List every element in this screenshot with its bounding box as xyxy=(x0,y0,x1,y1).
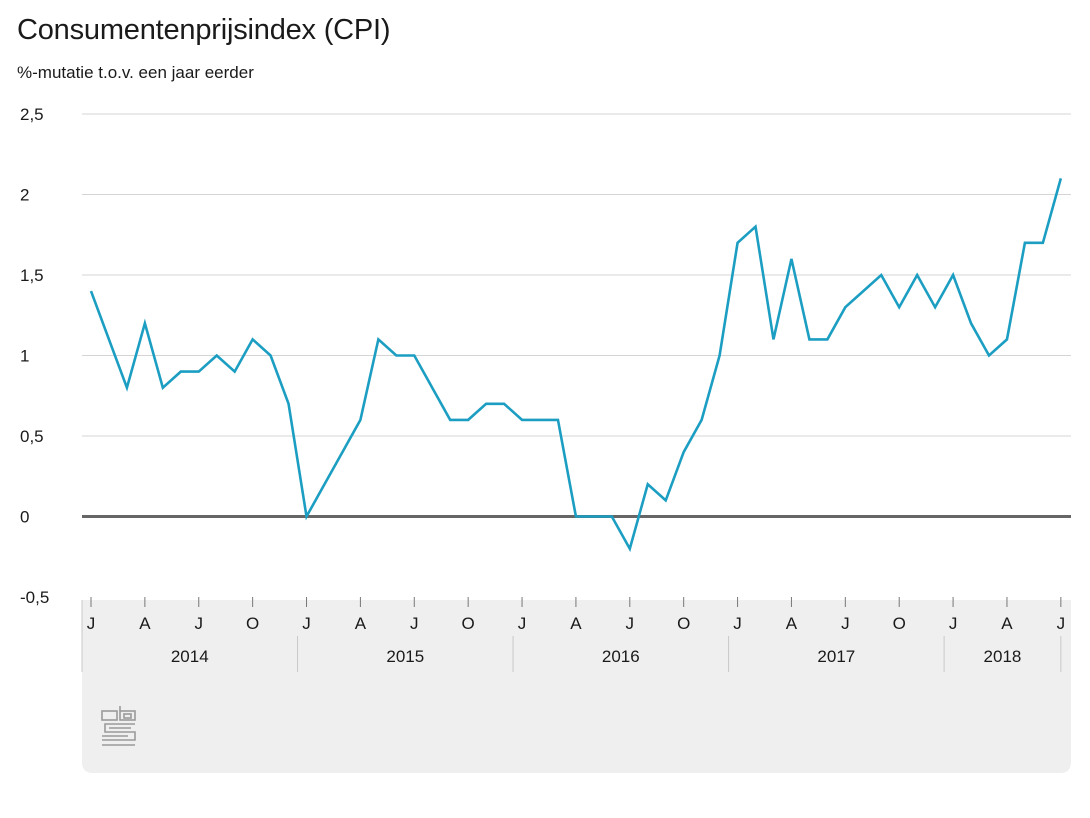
data-point xyxy=(467,419,470,422)
y-tick-label: 1 xyxy=(20,347,29,366)
data-point xyxy=(197,370,200,373)
data-point xyxy=(682,451,685,454)
month-tick-label: J xyxy=(87,614,96,633)
data-point xyxy=(161,386,164,389)
data-point xyxy=(862,290,865,293)
data-point xyxy=(431,386,434,389)
year-label: 2017 xyxy=(817,647,855,666)
data-point xyxy=(251,338,254,341)
data-point xyxy=(646,483,649,486)
data-point xyxy=(449,419,452,422)
month-tick-label: J xyxy=(841,614,850,633)
data-point xyxy=(377,338,380,341)
chart-title: Consumentenprijsindex (CPI) xyxy=(17,14,391,46)
data-point xyxy=(233,370,236,373)
month-tick-label: J xyxy=(1057,614,1066,633)
y-tick-label: 0 xyxy=(20,508,29,527)
data-point xyxy=(628,547,631,550)
data-point xyxy=(341,451,344,454)
month-tick-label: J xyxy=(626,614,635,633)
month-tick-label: O xyxy=(893,614,906,633)
data-point xyxy=(736,241,739,244)
data-point xyxy=(844,306,847,309)
year-label: 2016 xyxy=(602,647,640,666)
series-line-cpi xyxy=(89,178,1063,553)
data-point xyxy=(754,225,757,228)
data-point xyxy=(215,354,218,357)
data-point xyxy=(988,354,991,357)
data-point xyxy=(521,419,524,422)
data-point xyxy=(916,274,919,277)
data-point xyxy=(610,515,613,518)
y-tick-label: 2,5 xyxy=(20,105,44,124)
data-point xyxy=(90,290,93,293)
data-point xyxy=(934,306,937,309)
data-point xyxy=(143,322,146,325)
y-tick-label: -0,5 xyxy=(20,588,49,607)
month-tick-label: A xyxy=(1001,614,1013,633)
data-point xyxy=(287,402,290,405)
year-label: 2014 xyxy=(171,647,209,666)
data-point xyxy=(880,274,883,277)
cbs-logo-icon xyxy=(101,706,136,746)
data-point xyxy=(826,338,829,341)
data-point xyxy=(126,386,129,389)
data-point xyxy=(808,338,811,341)
month-tick-label: J xyxy=(195,614,204,633)
month-tick-label: J xyxy=(949,614,958,633)
chart-subtitle: %-mutatie t.o.v. een jaar eerder xyxy=(17,63,254,82)
data-point xyxy=(395,354,398,357)
data-point xyxy=(305,515,308,518)
data-point xyxy=(790,258,793,261)
data-point xyxy=(700,419,703,422)
data-point xyxy=(1041,241,1044,244)
data-point xyxy=(323,483,326,486)
data-point xyxy=(718,354,721,357)
data-point xyxy=(485,402,488,405)
data-point xyxy=(575,515,578,518)
data-point xyxy=(952,274,955,277)
month-tick-label: O xyxy=(246,614,259,633)
month-tick-label: J xyxy=(733,614,742,633)
month-tick-label: O xyxy=(462,614,475,633)
data-point xyxy=(413,354,416,357)
month-tick-label: A xyxy=(570,614,582,633)
data-point xyxy=(970,322,973,325)
data-point xyxy=(772,338,775,341)
month-tick-label: A xyxy=(139,614,151,633)
data-point xyxy=(664,499,667,502)
year-label: 2015 xyxy=(386,647,424,666)
year-label: 2018 xyxy=(984,647,1022,666)
data-point xyxy=(539,419,542,422)
data-point xyxy=(1006,338,1009,341)
month-tick-label: O xyxy=(677,614,690,633)
month-tick-label: J xyxy=(518,614,527,633)
y-tick-label: 2 xyxy=(20,186,29,205)
month-tick-label: A xyxy=(355,614,367,633)
data-point xyxy=(359,419,362,422)
data-point xyxy=(592,515,595,518)
data-point xyxy=(1024,241,1027,244)
month-tick-label: A xyxy=(786,614,798,633)
data-point xyxy=(503,402,506,405)
month-tick-label: J xyxy=(410,614,419,633)
data-point xyxy=(269,354,272,357)
data-point xyxy=(179,370,182,373)
y-tick-label: 1,5 xyxy=(20,266,44,285)
data-point xyxy=(1059,177,1062,180)
data-point xyxy=(108,338,111,341)
month-tick-label: J xyxy=(302,614,311,633)
data-point xyxy=(898,306,901,309)
data-point xyxy=(557,419,560,422)
y-tick-label: 0,5 xyxy=(20,427,44,446)
x-axis-panel xyxy=(82,600,1071,773)
